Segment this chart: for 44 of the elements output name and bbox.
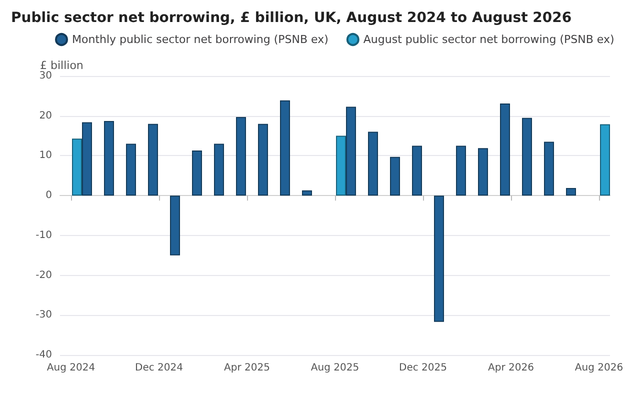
x-tick-label: Aug 2024	[46, 362, 96, 374]
bar	[126, 144, 136, 196]
bar	[456, 146, 466, 196]
legend-label: August public sector net borrowing (PSNB ex)	[363, 33, 614, 46]
bar	[500, 104, 510, 196]
x-tick-label: Dec 2024	[135, 362, 183, 374]
y-tick-label: 0	[46, 190, 52, 202]
x-tick-label: Aug 2025	[310, 362, 360, 374]
bar	[148, 124, 158, 196]
y-tick-label: -20	[36, 270, 52, 281]
bar	[236, 117, 246, 196]
y-axis-title: £ billion	[40, 59, 84, 72]
y-tick-label: 10	[39, 150, 52, 162]
chart-title: Public sector net borrowing, £ billion, UK, August 2024 to August 2026	[11, 10, 572, 26]
bar	[214, 144, 224, 196]
y-tick-label: -40	[36, 350, 52, 360]
bar	[390, 156, 400, 196]
y-tick-label: -10	[36, 230, 52, 241]
y-tick-label: 20	[39, 110, 52, 122]
y-tick-label: -30	[36, 310, 52, 321]
bar	[72, 138, 82, 196]
bar	[346, 106, 356, 196]
y-tick-label: 30	[39, 70, 52, 82]
x-tick-label: Dec 2025	[399, 362, 447, 374]
bar	[302, 190, 312, 196]
bar	[336, 136, 346, 196]
x-tick-label: Apr 2026	[488, 362, 534, 374]
bar	[280, 100, 290, 196]
bar	[258, 124, 268, 196]
legend-label: Monthly public sector net borrowing (PSNB ex)	[72, 33, 328, 46]
bar	[104, 121, 114, 196]
bar	[412, 146, 422, 196]
x-tick-label: Apr 2025	[224, 362, 270, 374]
bar	[600, 124, 610, 196]
bar	[368, 132, 378, 196]
bar	[522, 118, 532, 196]
bar	[566, 188, 576, 196]
bar	[478, 148, 488, 196]
x-tick-label: Aug 2026	[574, 362, 624, 374]
bar	[82, 122, 92, 196]
bar	[170, 196, 180, 256]
bar	[192, 150, 202, 196]
bar	[544, 142, 554, 196]
bar	[434, 196, 444, 322]
